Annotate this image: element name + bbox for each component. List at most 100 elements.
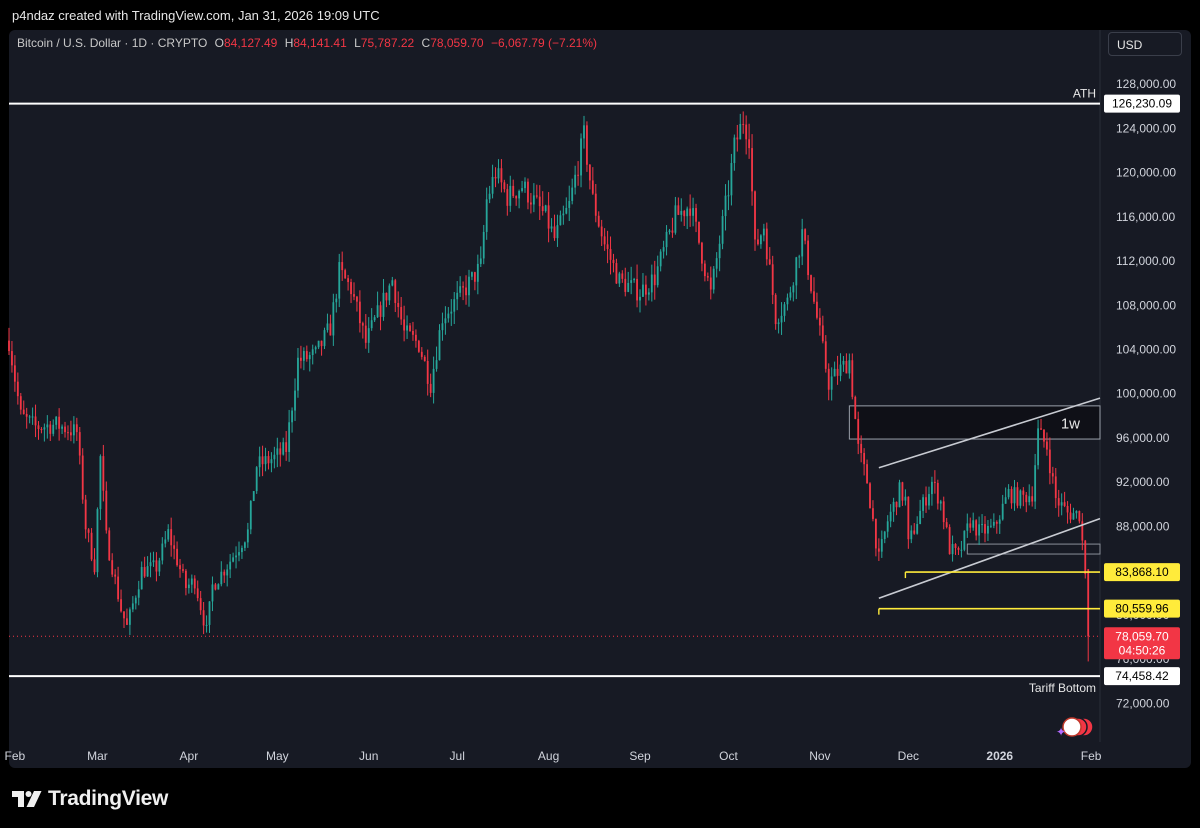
candle-body [13, 365, 16, 382]
candle-body [196, 588, 199, 599]
candle-body [409, 325, 411, 331]
candle-body [99, 456, 102, 510]
candle-body [167, 529, 170, 540]
candle-body [164, 539, 167, 544]
x-tick-label: Feb [5, 749, 26, 763]
candle-body [202, 610, 205, 626]
candle-body [406, 325, 408, 331]
candle-body [494, 176, 497, 179]
candle-body [621, 273, 624, 279]
candle-body [1046, 441, 1048, 450]
candle-body [1060, 502, 1063, 506]
candle-body [364, 325, 367, 343]
tradingview-brand[interactable]: TradingView [12, 786, 168, 812]
candle-body [535, 195, 538, 197]
candle-body [291, 410, 293, 423]
chart-panel[interactable] [9, 30, 1191, 768]
candle-body [67, 432, 69, 434]
currency-button[interactable]: USD [1108, 32, 1182, 56]
y-tick-label: 124,000.00 [1116, 121, 1176, 135]
candle-body [441, 323, 444, 331]
candle-body [1004, 497, 1007, 504]
candle-body [423, 356, 426, 361]
candle-body [329, 323, 332, 336]
candle-body [839, 364, 842, 376]
candle-body [588, 164, 591, 181]
candle-body [394, 280, 397, 303]
symbol-label[interactable]: Bitcoin / U.S. Dollar · 1D · CRYPTO [17, 36, 208, 50]
candle-body [149, 562, 152, 567]
weekly-box-label: 1w [1061, 415, 1080, 432]
candle-body [580, 138, 582, 176]
candle-body [845, 360, 848, 374]
candle-body [70, 432, 72, 436]
candle-body [193, 578, 196, 589]
candle-body [317, 340, 320, 348]
candle-body [217, 584, 220, 590]
candle-body [762, 228, 765, 236]
candle-body [16, 381, 19, 397]
candle-body [137, 589, 140, 598]
candle-body [951, 543, 954, 555]
candle-body [680, 210, 683, 215]
candle-body [733, 137, 736, 164]
candle-body [877, 548, 880, 552]
candle-body [659, 251, 662, 267]
candle-body [591, 180, 594, 194]
last-price-tag: 78,059.70 [1115, 629, 1169, 643]
candle-body [1034, 465, 1037, 502]
candle-body [471, 272, 473, 277]
candle-body [261, 456, 264, 465]
candle-body [305, 351, 308, 360]
level-2-price-tag: 80,559.96 [1115, 602, 1169, 616]
candle-body [19, 396, 22, 410]
candle-body [889, 511, 892, 522]
candle-body [264, 456, 267, 465]
candle-body [939, 501, 942, 504]
tariff-bottom-price-tag-bg [1104, 667, 1180, 686]
brand-name: TradingView [48, 787, 169, 810]
candle-body [818, 317, 821, 326]
candle-body [226, 569, 229, 576]
candle-body [297, 357, 299, 391]
candle-body [609, 248, 612, 260]
candle-body [140, 567, 143, 590]
y-tick-label: 120,000.00 [1116, 166, 1176, 180]
candle-body [854, 396, 857, 419]
candle-body [11, 351, 13, 366]
candle-body [179, 565, 181, 570]
candle-body [252, 491, 255, 502]
candle-body [644, 284, 647, 295]
candle-body [989, 525, 992, 527]
candle-body [459, 286, 462, 293]
candle-body [1075, 511, 1078, 514]
candle-body [465, 287, 467, 296]
candle-body [795, 257, 798, 286]
candle-body [880, 539, 883, 552]
candle-body [748, 139, 751, 149]
candle-body [730, 163, 733, 196]
candle-body [288, 422, 291, 452]
candle-body [701, 242, 703, 264]
candle-body [857, 418, 860, 444]
candle-body [302, 351, 305, 361]
candle-body [123, 611, 125, 619]
candle-body [447, 313, 450, 319]
candle-body [925, 497, 927, 506]
candle-body [532, 195, 535, 205]
candle-body [860, 443, 863, 453]
candle-body [1081, 521, 1084, 541]
candle-body [928, 494, 930, 506]
candle-body [981, 524, 983, 526]
candle-body [34, 416, 37, 426]
candle-body [954, 543, 957, 548]
candle-body [919, 510, 922, 524]
candle-body [208, 601, 211, 625]
candle-body [529, 202, 532, 205]
candle-body [255, 467, 258, 492]
open-value: 84,127.49 [223, 36, 278, 50]
candle-body [155, 560, 158, 572]
x-tick-label: May [266, 749, 289, 763]
candle-body [131, 603, 134, 610]
